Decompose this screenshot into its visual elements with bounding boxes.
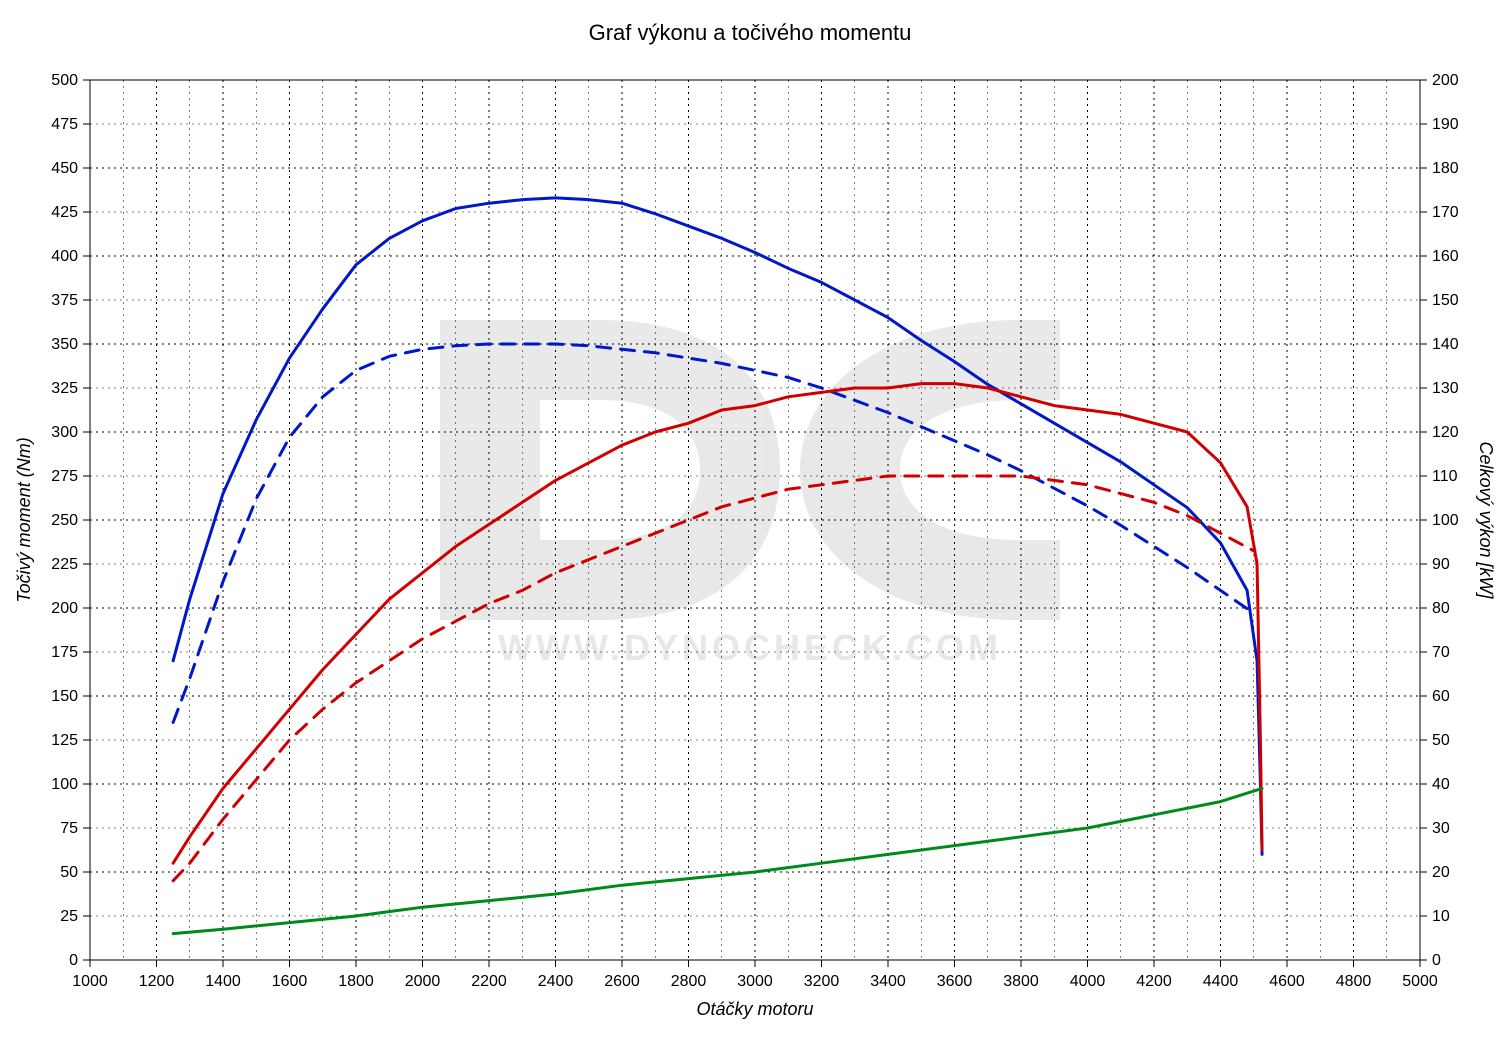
svg-text:50: 50: [1432, 732, 1450, 749]
svg-text:1000: 1000: [72, 973, 108, 990]
watermark-text: WWW.DYNOCHECK.COM: [498, 627, 1002, 668]
svg-text:4600: 4600: [1269, 973, 1305, 990]
svg-text:150: 150: [1432, 292, 1459, 309]
dyno-chart: Graf výkonu a točivého momentu WWW.DYNOC…: [0, 0, 1500, 1041]
svg-text:2800: 2800: [671, 973, 707, 990]
svg-text:60: 60: [1432, 688, 1450, 705]
svg-text:30: 30: [1432, 820, 1450, 837]
svg-text:500: 500: [51, 72, 78, 89]
svg-text:0: 0: [1432, 952, 1441, 969]
svg-text:2000: 2000: [405, 973, 441, 990]
svg-text:160: 160: [1432, 248, 1459, 265]
svg-text:200: 200: [51, 600, 78, 617]
svg-text:475: 475: [51, 116, 78, 133]
svg-text:3800: 3800: [1003, 973, 1039, 990]
svg-text:5000: 5000: [1402, 973, 1438, 990]
svg-text:325: 325: [51, 380, 78, 397]
chart-title: Graf výkonu a točivého momentu: [589, 20, 912, 45]
svg-text:80: 80: [1432, 600, 1450, 617]
svg-text:90: 90: [1432, 556, 1450, 573]
svg-text:425: 425: [51, 204, 78, 221]
svg-text:40: 40: [1432, 776, 1450, 793]
svg-text:4000: 4000: [1070, 973, 1106, 990]
svg-text:1800: 1800: [338, 973, 374, 990]
svg-text:4200: 4200: [1136, 973, 1172, 990]
svg-text:275: 275: [51, 468, 78, 485]
svg-text:3200: 3200: [804, 973, 840, 990]
svg-text:50: 50: [60, 864, 78, 881]
svg-text:2200: 2200: [471, 973, 507, 990]
svg-text:10: 10: [1432, 908, 1450, 925]
svg-text:375: 375: [51, 292, 78, 309]
svg-text:3400: 3400: [870, 973, 906, 990]
svg-text:250: 250: [51, 512, 78, 529]
svg-text:4800: 4800: [1336, 973, 1372, 990]
svg-text:180: 180: [1432, 160, 1459, 177]
svg-text:100: 100: [51, 776, 78, 793]
svg-text:1600: 1600: [272, 973, 308, 990]
svg-text:75: 75: [60, 820, 78, 837]
svg-text:190: 190: [1432, 116, 1459, 133]
svg-text:3600: 3600: [937, 973, 973, 990]
svg-text:70: 70: [1432, 644, 1450, 661]
svg-text:20: 20: [1432, 864, 1450, 881]
x-axis-label: Otáčky motoru: [696, 999, 813, 1019]
svg-text:25: 25: [60, 908, 78, 925]
svg-text:1400: 1400: [205, 973, 241, 990]
svg-text:150: 150: [51, 688, 78, 705]
svg-text:350: 350: [51, 336, 78, 353]
svg-text:2400: 2400: [538, 973, 574, 990]
svg-text:125: 125: [51, 732, 78, 749]
svg-text:200: 200: [1432, 72, 1459, 89]
svg-text:4400: 4400: [1203, 973, 1239, 990]
svg-text:0: 0: [69, 952, 78, 969]
svg-text:225: 225: [51, 556, 78, 573]
svg-text:140: 140: [1432, 336, 1459, 353]
svg-text:450: 450: [51, 160, 78, 177]
y-left-axis-label: Točivý moment (Nm): [14, 437, 34, 602]
svg-text:170: 170: [1432, 204, 1459, 221]
svg-text:300: 300: [51, 424, 78, 441]
y-right-axis-label: Celkový výkon [kW]: [1476, 441, 1496, 599]
svg-text:1200: 1200: [139, 973, 175, 990]
svg-text:100: 100: [1432, 512, 1459, 529]
svg-text:400: 400: [51, 248, 78, 265]
svg-text:2600: 2600: [604, 973, 640, 990]
svg-text:110: 110: [1432, 468, 1458, 485]
svg-text:175: 175: [51, 644, 78, 661]
svg-text:120: 120: [1432, 424, 1459, 441]
svg-text:3000: 3000: [737, 973, 773, 990]
svg-text:130: 130: [1432, 380, 1459, 397]
